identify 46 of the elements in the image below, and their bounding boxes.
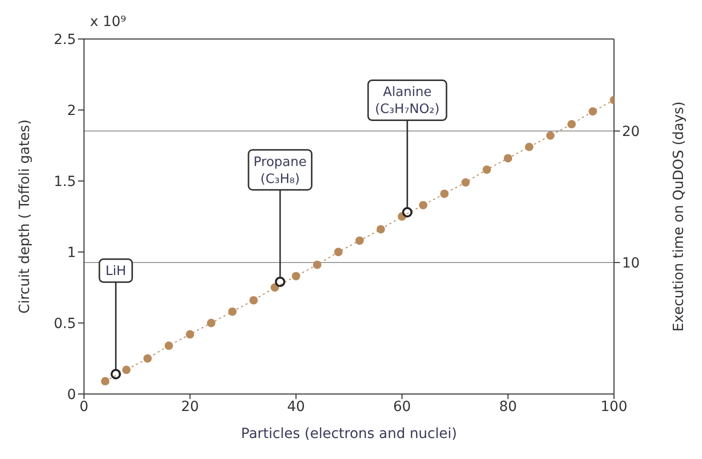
point xyxy=(164,342,173,350)
point xyxy=(567,120,576,128)
point xyxy=(186,330,194,339)
point xyxy=(376,225,385,234)
y2-tick-label: 10 xyxy=(622,255,640,272)
y-tick-label: 2.5 xyxy=(54,32,76,48)
y-tick-label: 2 xyxy=(67,102,76,119)
x-tick-label: 40 xyxy=(287,398,305,415)
point xyxy=(110,368,121,380)
y-tick-label: 0 xyxy=(67,386,76,403)
point xyxy=(313,260,322,269)
point xyxy=(504,154,512,162)
y-axis-title: Circuit depth ( Toffoli gates) xyxy=(16,119,33,314)
point xyxy=(274,276,286,288)
x-tick-label: 60 xyxy=(393,398,411,415)
point xyxy=(122,366,131,374)
point xyxy=(292,272,300,280)
annotation: LiH xyxy=(105,264,126,280)
x-tick-label: 20 xyxy=(181,398,199,415)
y2-tick-label: 20 xyxy=(622,124,640,140)
annotation: Alanine (C₃H₇NO₂) xyxy=(375,85,440,118)
x-axis-title: Particles (electrons and nuclei) xyxy=(241,426,457,442)
point xyxy=(249,296,258,304)
text: x 10⁹ xyxy=(90,14,126,30)
annotation: Propane (C₃H₈) xyxy=(254,154,307,187)
point xyxy=(546,131,555,140)
point xyxy=(207,318,216,328)
point xyxy=(419,200,428,210)
y2-axis-title: Execution time on QuDOS (days) xyxy=(670,101,687,332)
point xyxy=(228,307,237,316)
point xyxy=(355,236,364,245)
y-tick-label: 1.5 xyxy=(54,174,76,190)
y-tick-label: 0.5 xyxy=(54,316,76,332)
x-tick-label: 80 xyxy=(499,398,517,415)
point xyxy=(402,207,412,218)
y-tick-label: 1 xyxy=(67,244,76,261)
point xyxy=(461,178,470,187)
point xyxy=(101,377,110,386)
x-tick-label: 0 xyxy=(80,398,88,415)
point xyxy=(334,248,343,256)
point xyxy=(482,165,491,174)
point xyxy=(525,142,534,152)
point xyxy=(440,190,449,198)
x-tick-label: 100 xyxy=(600,398,628,415)
point xyxy=(588,107,597,116)
point xyxy=(143,354,152,363)
